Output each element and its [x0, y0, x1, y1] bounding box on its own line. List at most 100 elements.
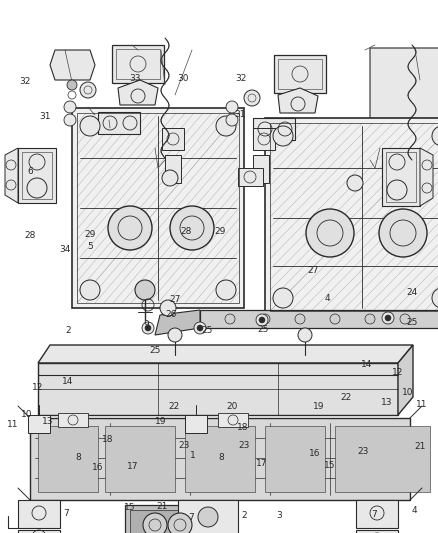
Bar — [18, 500, 60, 528]
Bar — [265, 426, 325, 492]
Text: 4: 4 — [411, 506, 417, 515]
Text: 19: 19 — [155, 417, 167, 425]
Bar — [200, 310, 438, 328]
Text: 13: 13 — [381, 398, 392, 407]
Text: 14: 14 — [62, 377, 74, 385]
Bar — [22, 152, 52, 199]
Bar — [270, 123, 438, 311]
Circle shape — [162, 170, 178, 186]
Polygon shape — [278, 88, 318, 113]
Bar — [253, 155, 269, 183]
Text: 25: 25 — [406, 318, 417, 327]
Circle shape — [80, 82, 96, 98]
Bar — [218, 413, 248, 427]
Bar — [116, 49, 160, 79]
Text: 23: 23 — [178, 441, 190, 449]
Text: 14: 14 — [361, 360, 373, 368]
Bar — [130, 510, 195, 533]
Text: 12: 12 — [392, 368, 403, 376]
Text: 21: 21 — [414, 442, 425, 451]
Text: 32: 32 — [235, 75, 247, 83]
Text: 22: 22 — [169, 402, 180, 410]
Bar — [28, 415, 50, 433]
Bar — [162, 128, 184, 150]
Bar — [38, 426, 98, 492]
Bar — [77, 113, 239, 303]
Text: 24: 24 — [406, 288, 417, 296]
Circle shape — [80, 116, 100, 136]
Bar — [112, 45, 164, 83]
Text: 31: 31 — [234, 110, 246, 119]
Text: 21: 21 — [156, 502, 168, 511]
Text: 13: 13 — [42, 417, 53, 425]
Circle shape — [198, 507, 218, 527]
Text: 8: 8 — [75, 453, 81, 462]
Text: 7: 7 — [63, 509, 69, 518]
Bar — [185, 426, 255, 492]
Circle shape — [29, 154, 45, 170]
Circle shape — [273, 288, 293, 308]
Polygon shape — [5, 148, 18, 203]
Text: 29: 29 — [214, 228, 226, 236]
Text: 30: 30 — [177, 75, 188, 83]
Circle shape — [382, 312, 394, 324]
Circle shape — [168, 513, 192, 533]
Polygon shape — [38, 345, 413, 363]
Text: 7: 7 — [371, 510, 378, 519]
Bar — [356, 530, 398, 533]
Text: 25: 25 — [201, 326, 212, 335]
Circle shape — [80, 280, 100, 300]
Bar — [253, 128, 275, 150]
Bar — [253, 118, 295, 140]
Text: 1: 1 — [190, 451, 196, 460]
Circle shape — [306, 209, 354, 257]
Bar — [72, 108, 244, 308]
Circle shape — [226, 101, 238, 113]
Text: 10: 10 — [402, 389, 413, 397]
Text: 25: 25 — [150, 346, 161, 354]
Text: 31: 31 — [39, 112, 51, 120]
Bar — [98, 112, 140, 134]
Text: 28: 28 — [24, 231, 35, 240]
Circle shape — [385, 315, 391, 321]
Circle shape — [216, 116, 236, 136]
Text: 23: 23 — [357, 448, 368, 456]
Circle shape — [168, 328, 182, 342]
Bar — [278, 59, 322, 89]
Text: 6: 6 — [27, 167, 33, 176]
Bar — [335, 426, 430, 492]
Bar — [18, 530, 60, 533]
Circle shape — [347, 175, 363, 191]
Bar — [58, 413, 88, 427]
Text: 16: 16 — [309, 449, 320, 457]
Circle shape — [145, 325, 151, 331]
Text: 32: 32 — [19, 77, 31, 85]
Text: 22: 22 — [340, 393, 352, 401]
Text: 2: 2 — [242, 512, 247, 520]
Polygon shape — [50, 50, 95, 80]
Text: 8: 8 — [218, 453, 224, 462]
Text: 4: 4 — [325, 294, 330, 303]
Bar — [265, 118, 438, 316]
Text: 10: 10 — [21, 410, 32, 419]
Bar — [238, 168, 263, 186]
Bar — [185, 415, 207, 433]
Circle shape — [216, 280, 236, 300]
Text: 11: 11 — [7, 421, 19, 429]
Bar — [178, 500, 238, 533]
Bar — [386, 152, 416, 202]
Text: 15: 15 — [324, 461, 335, 470]
Circle shape — [244, 90, 260, 106]
Bar — [18, 148, 56, 203]
Text: 27: 27 — [170, 295, 181, 304]
Circle shape — [256, 314, 268, 326]
Text: 17: 17 — [256, 459, 268, 468]
Bar — [356, 500, 398, 528]
Polygon shape — [398, 345, 413, 415]
Circle shape — [259, 317, 265, 323]
Circle shape — [432, 126, 438, 146]
Text: 27: 27 — [307, 266, 319, 275]
Circle shape — [143, 513, 167, 533]
Text: 23: 23 — [239, 441, 250, 449]
Text: 25: 25 — [257, 325, 268, 334]
